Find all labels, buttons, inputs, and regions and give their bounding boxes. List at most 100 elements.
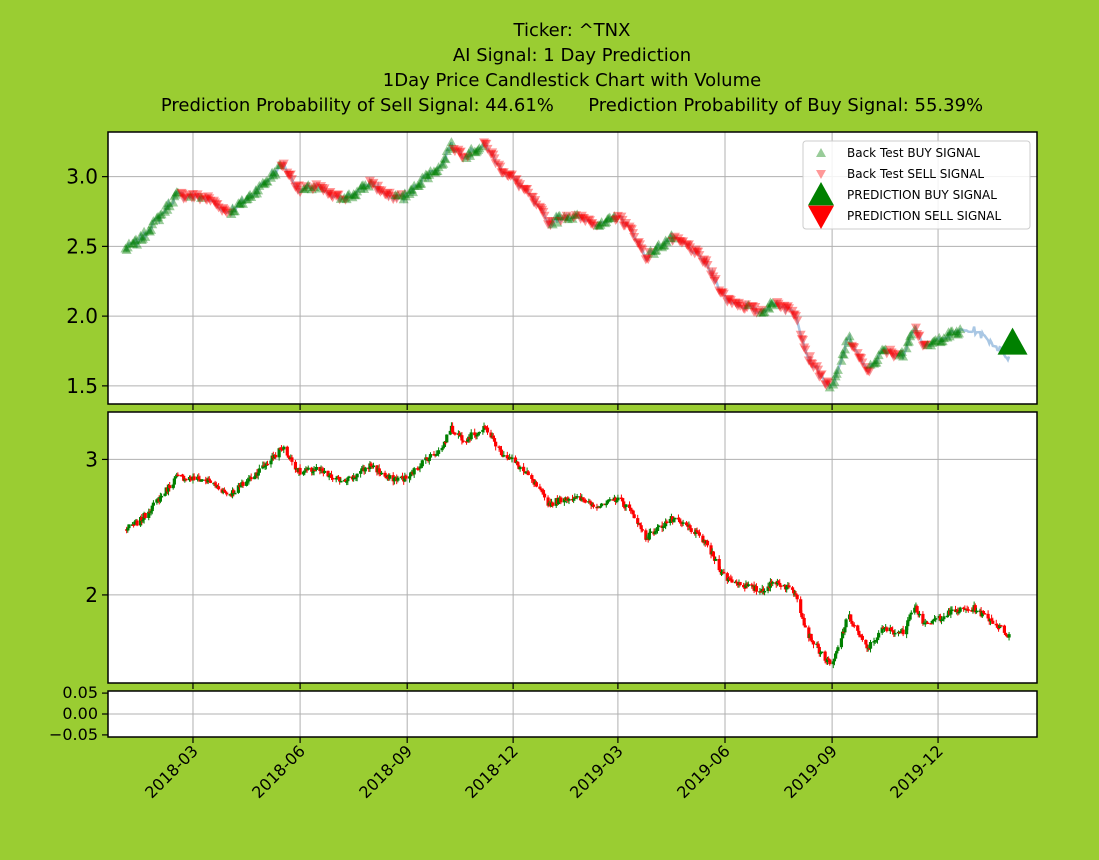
back-test-sell-marker — [730, 298, 741, 308]
candle-down — [1003, 632, 1008, 635]
back-test-sell-marker — [632, 238, 643, 248]
back-test-sell-marker — [178, 194, 189, 204]
back-test-buy-marker — [392, 190, 403, 200]
candle-up — [334, 477, 338, 480]
candle-down — [729, 578, 733, 581]
back-test-buy-marker — [397, 190, 408, 200]
candle-down — [450, 425, 455, 433]
back-test-buy-marker — [267, 167, 278, 177]
candle-down — [629, 508, 633, 510]
candle-down — [735, 581, 739, 584]
back-test-sell-marker — [570, 211, 581, 221]
candle-down — [485, 427, 490, 433]
candle-down — [809, 633, 813, 641]
back-test-buy-marker — [408, 187, 419, 197]
back-test-buy-marker — [928, 336, 939, 346]
back-test-sell-marker — [624, 222, 635, 232]
back-test-buy-marker — [433, 162, 444, 172]
back-test-buy-marker — [235, 198, 246, 208]
candle-down — [213, 482, 217, 485]
back-test-buy-marker — [349, 190, 360, 200]
candle-down — [644, 530, 648, 540]
back-test-buy-marker — [608, 213, 619, 223]
back-test-sell-marker — [495, 162, 506, 172]
candle-up — [834, 653, 838, 659]
back-test-sell-marker — [204, 194, 215, 204]
back-test-sell-marker — [857, 358, 868, 368]
back-test-sell-marker — [820, 379, 831, 389]
candle-down — [506, 458, 511, 460]
candle-down — [207, 478, 211, 481]
back-test-buy-marker — [268, 170, 279, 180]
back-test-buy-marker — [406, 184, 417, 194]
back-test-sell-marker — [625, 224, 636, 234]
back-test-sell-marker — [707, 267, 718, 277]
candle-up — [662, 526, 667, 528]
title-line-chart: 1Day Price Candlestick Chart with Volume — [383, 70, 761, 91]
candle-down — [701, 535, 705, 543]
candle-down — [400, 476, 405, 479]
back-test-buy-marker — [837, 348, 848, 358]
candle-up — [247, 478, 251, 482]
back-test-sell-marker — [488, 150, 499, 160]
back-test-buy-marker — [926, 340, 937, 350]
back-test-buy-marker — [342, 190, 353, 200]
back-test-sell-marker — [796, 335, 807, 345]
back-test-sell-marker — [788, 310, 799, 320]
candle-down — [530, 475, 534, 479]
candle-down — [551, 502, 555, 506]
back-test-buy-marker — [350, 190, 361, 200]
back-test-buy-marker — [944, 331, 955, 341]
back-test-buy-marker — [952, 329, 963, 339]
x-tick-label: 2018-09 — [355, 741, 416, 802]
back-test-buy-marker — [878, 345, 889, 355]
candle-down — [991, 620, 995, 624]
back-test-sell-marker — [318, 186, 329, 196]
candle-down — [803, 625, 807, 628]
candle-up — [673, 517, 677, 520]
back-test-buy-marker — [569, 210, 580, 220]
candle-down — [338, 476, 342, 482]
candle-up — [159, 495, 164, 498]
back-test-buy-marker — [838, 349, 849, 359]
candle-down — [794, 593, 798, 595]
back-test-sell-marker — [881, 349, 892, 359]
candle-up — [155, 499, 159, 503]
candle-down — [779, 585, 783, 587]
candle-down — [190, 478, 194, 481]
candle-up — [657, 525, 661, 528]
candle-down — [620, 498, 625, 502]
back-test-buy-marker — [356, 180, 367, 190]
candle-down — [331, 477, 335, 480]
back-test-buy-marker — [363, 181, 374, 191]
legend: Back Test BUY SIGNAL Back Test SELL SIGNA… — [802, 140, 1031, 230]
back-test-buy-marker — [357, 180, 368, 190]
back-test-sell-marker — [368, 178, 379, 188]
back-test-sell-marker — [384, 188, 395, 198]
back-test-sell-marker — [885, 345, 896, 355]
candle-up — [575, 496, 579, 498]
candle-up — [672, 519, 676, 522]
back-test-buy-marker — [254, 180, 265, 190]
candle-up — [825, 658, 830, 662]
candle-down — [168, 485, 172, 489]
back-test-sell-marker — [278, 159, 289, 169]
back-test-buy-marker — [120, 243, 131, 253]
candle-down — [483, 426, 487, 428]
back-test-sell-marker — [180, 194, 191, 204]
candle-down — [140, 517, 144, 522]
candle-up — [127, 524, 131, 529]
back-test-sell-marker — [327, 193, 338, 203]
candle-up — [481, 429, 485, 432]
back-test-sell-marker — [388, 195, 399, 205]
back-test-buy-marker — [880, 344, 891, 354]
back-test-sell-marker — [779, 301, 790, 311]
candle-up — [166, 485, 171, 492]
candle-up — [200, 479, 204, 481]
candle-up — [877, 632, 881, 638]
x-tick-label: 2018-12 — [461, 741, 522, 802]
candle-up — [482, 426, 486, 430]
candle-down — [676, 517, 681, 520]
back-test-sell-marker — [285, 170, 296, 180]
back-test-sell-marker — [619, 221, 630, 231]
